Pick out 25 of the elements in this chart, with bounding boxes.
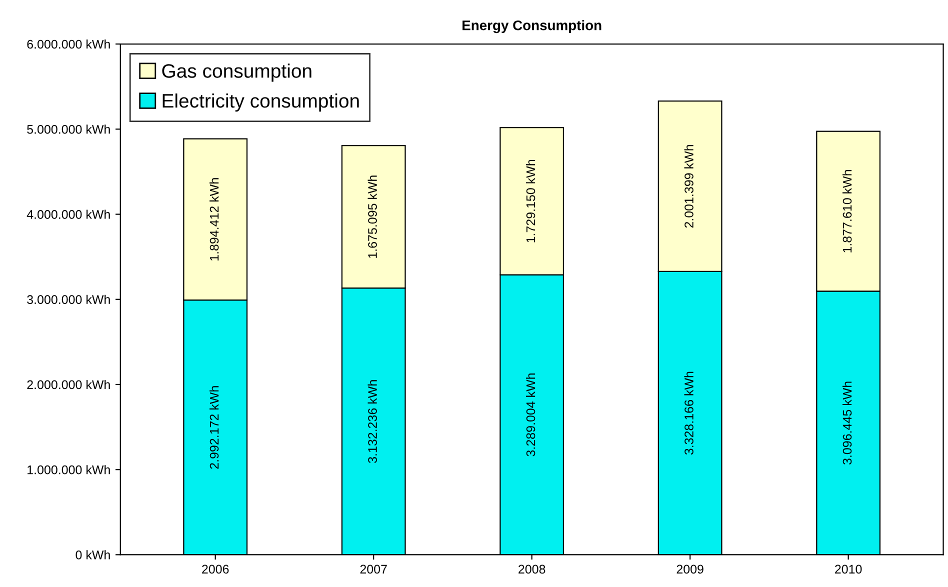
data-label: 3.132.236 kWh: [368, 380, 377, 463]
data-label: 1.894.412 kWh: [210, 178, 219, 260]
x-tick-label: 2007: [360, 564, 387, 574]
data-label: 2.001.399 kWh: [684, 145, 694, 228]
y-tick-label: 2.000.000 kWh: [27, 380, 110, 390]
y-tick-label: 0 kWh: [76, 550, 110, 560]
data-label: 2.992.172 kWh: [210, 386, 219, 469]
data-label: 3.289.004 kWh: [526, 374, 536, 456]
y-tick-label: 5.000.000 kWh: [27, 124, 110, 134]
chart-title: Energy Consumption: [462, 20, 602, 34]
y-tick-label: 4.000.000 kWh: [26, 210, 110, 219]
data-label: 1.675.095 kWh: [368, 176, 377, 258]
data-label: 1.729.150 kWh: [526, 160, 536, 242]
x-tick-label: 2009: [676, 564, 704, 574]
data-label: 1.877.610 kWh: [842, 170, 852, 252]
data-label: 3.328.166 kWh: [684, 372, 694, 455]
data-label: 3.096.445 kWh: [842, 382, 852, 464]
x-tick-label: 2006: [202, 564, 229, 574]
y-tick-label: 6.000.000 kWh: [27, 39, 110, 49]
legend-label: Gas consumption: [162, 64, 312, 82]
x-tick-label: 2008: [518, 564, 546, 574]
legend-label: Electricity consumption: [162, 93, 359, 112]
y-tick-label: 1.000.000 kWh: [28, 465, 110, 474]
y-tick-label: 3.000.000 kWh: [27, 294, 110, 304]
x-tick-label: 2010: [835, 564, 862, 574]
